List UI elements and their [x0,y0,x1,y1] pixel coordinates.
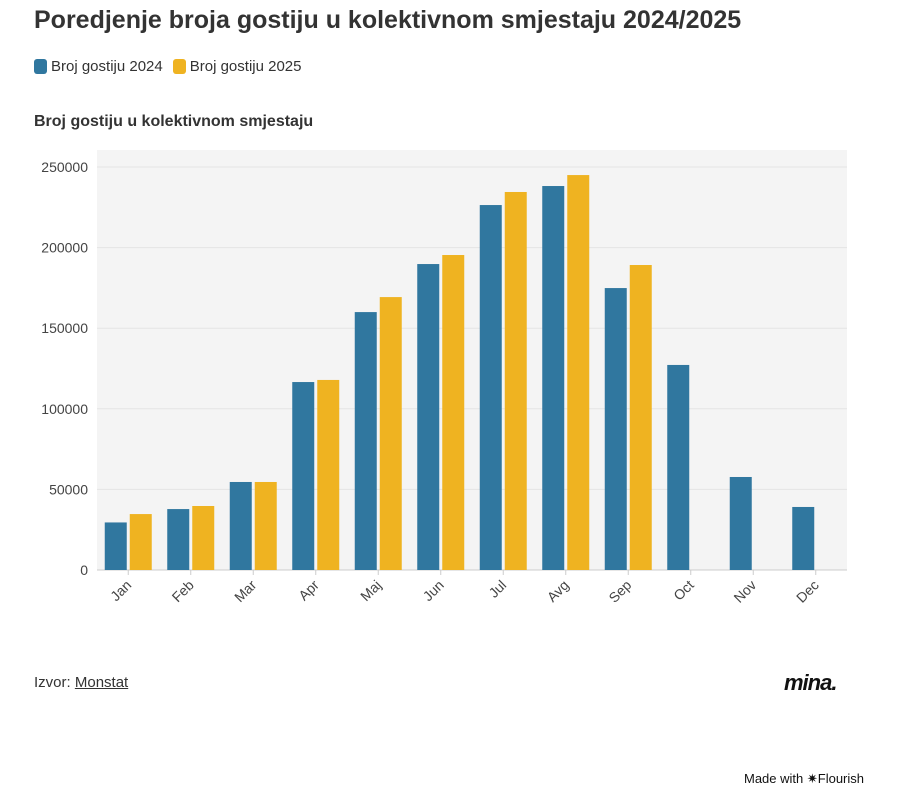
y-tick-label: 200000 [41,240,88,256]
mina-logo: mina. [784,670,837,695]
y-tick-label: 100000 [41,401,88,417]
legend: Broj gostiju 2024 Broj gostiju 2025 [34,58,302,75]
bar-jul-2025[interactable] [504,191,527,570]
bar-dec-2024[interactable] [792,506,815,570]
legend-swatch [34,59,47,74]
x-tick-label: Sep [605,577,634,606]
y-tick-label: 50000 [49,481,88,497]
legend-item-2025[interactable]: Broj gostiju 2025 [172,58,302,75]
bar-feb-2024[interactable] [167,509,190,570]
x-tick-label: Mar [231,577,260,606]
chart-title: Poredjenje broja gostiju u kolektivnom s… [34,6,742,34]
bar-apr-2024[interactable] [292,382,315,570]
source-label: Izvor: [34,674,71,691]
bar-maj-2024[interactable] [354,312,377,570]
plot-background [97,150,847,570]
bar-avg-2024[interactable] [542,186,565,570]
source: Izvor: Monstat [34,674,128,691]
bar-apr-2025[interactable] [317,379,340,570]
bar-mar-2024[interactable] [229,481,252,570]
legend-label: Broj gostiju 2025 [189,58,302,75]
bar-jan-2024[interactable] [104,522,127,570]
y-tick-label: 150000 [41,320,88,336]
bar-feb-2025[interactable] [192,506,215,570]
x-tick-label: Oct [670,577,697,604]
bar-sep-2024[interactable] [604,288,627,570]
source-link[interactable]: Monstat [74,674,129,691]
bar-jun-2025[interactable] [442,255,465,570]
bar-maj-2025[interactable] [379,297,402,570]
x-tick-label: Maj [357,577,384,604]
x-tick-label: Jun [420,577,447,604]
x-tick-label: Feb [168,577,197,606]
x-tick-label: Avg [544,577,572,605]
bar-mar-2025[interactable] [254,481,277,570]
bar-jul-2024[interactable] [479,205,502,570]
legend-swatch [172,59,186,74]
y-tick-label: 250000 [41,159,88,175]
x-tick-label: Dec [793,577,822,606]
made-with-flourish[interactable]: Made with ✷Flourish [744,771,864,786]
bar-nov-2024[interactable] [729,476,752,570]
bar-oct-2024[interactable] [667,364,690,570]
x-tick-label: Nov [730,577,759,606]
x-tick-label: Jan [107,577,134,604]
x-tick-label: Apr [295,577,322,604]
legend-item-2024[interactable]: Broj gostiju 2024 [34,58,163,75]
chart-subtitle: Broj gostiju u kolektivnom smjestaju [34,113,314,130]
bar-sep-2025[interactable] [629,265,652,570]
legend-label: Broj gostiju 2024 [51,58,163,75]
bar-chart: 0 50000 100000 150000 200000 250000 Jan Feb Mar A… [41,150,847,606]
bar-jan-2025[interactable] [129,514,152,570]
y-tick-label: 0 [80,562,88,578]
bar-jun-2024[interactable] [417,264,440,570]
bar-avg-2025[interactable] [567,175,590,570]
x-tick-label: Jul [485,577,509,601]
